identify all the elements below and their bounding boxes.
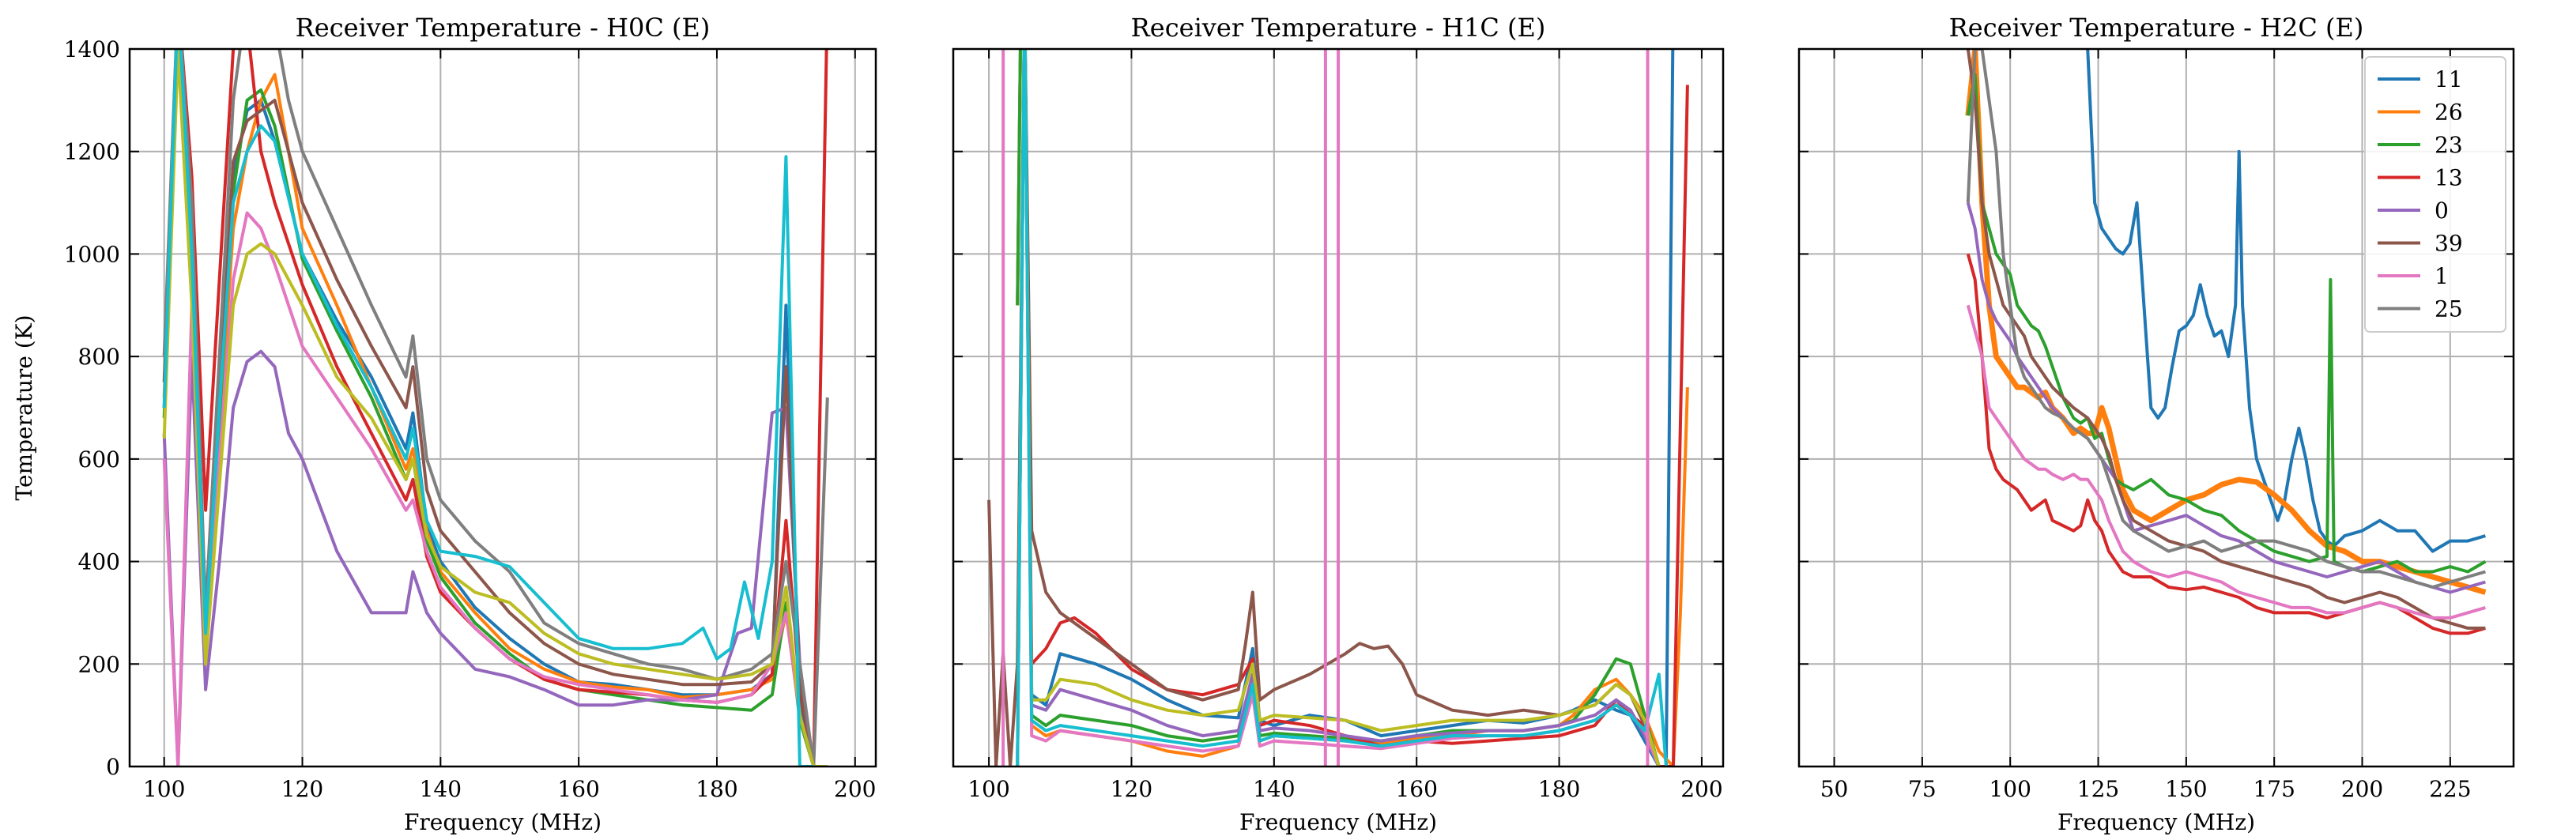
- y-axis-label: Temperature (K): [11, 315, 37, 500]
- legend-label: 13: [2435, 165, 2463, 191]
- y-tick-label: 200: [78, 651, 120, 677]
- legend-box: [2364, 56, 2506, 333]
- series-line-4: [162, 349, 816, 767]
- y-tick-label: 1200: [64, 139, 120, 165]
- legend-label: 11: [2435, 66, 2463, 92]
- y-tick-label: 1400: [64, 36, 120, 62]
- chart-title: Receiver Temperature - H2C (E): [1949, 13, 2364, 43]
- chart-title: Receiver Temperature - H1C (E): [1131, 13, 1546, 43]
- series-line-8: [162, 49, 828, 767]
- plot-frame: [952, 47, 1725, 768]
- x-tick-label: 180: [1538, 776, 1580, 802]
- x-tick-label: 225: [2429, 776, 2471, 802]
- series-line-1: [1966, 304, 2486, 620]
- legend-label: 39: [2435, 231, 2463, 257]
- series-line-4: [1016, 49, 1661, 767]
- y-tick-label: 800: [78, 344, 120, 370]
- legend-label: 23: [2435, 132, 2463, 158]
- x-tick-label: 175: [2253, 776, 2295, 802]
- x-tick-label: 200: [1680, 776, 1722, 802]
- plot-frame: [128, 47, 877, 768]
- x-tick-label: 160: [557, 776, 599, 802]
- series-line-2: [162, 49, 828, 767]
- chart-panel-h1c: 100 120 140 160 180 200 Receiver Temperature -…: [952, 13, 1725, 835]
- legend-label: 26: [2435, 100, 2463, 126]
- series-line-25: [1966, 49, 2486, 589]
- series-line-7: [162, 49, 829, 767]
- y-tick-label: 600: [78, 446, 120, 473]
- series-line-11: [2086, 49, 2486, 553]
- plot-frame: [1797, 47, 2515, 768]
- legend: 11 26 23 13 0 39 1 25: [2364, 56, 2506, 333]
- x-tick-label: 200: [834, 776, 876, 802]
- chart-title: Receiver Temperature - H0C (E): [296, 13, 711, 43]
- x-axis-label: Frequency (MHz): [2057, 809, 2255, 835]
- x-tick-label: 100: [967, 776, 1009, 802]
- legend-label: 1: [2435, 263, 2449, 289]
- legend-label: 0: [2435, 198, 2449, 224]
- x-tick-label: 180: [696, 776, 737, 802]
- series-group: [1965, 49, 2487, 635]
- x-tick-label: 50: [1820, 776, 1849, 802]
- x-tick-label: 140: [1253, 776, 1295, 802]
- x-axis-label: Frequency (MHz): [1239, 809, 1437, 835]
- x-tick-label: 125: [2077, 776, 2119, 802]
- x-tick-label: 120: [1111, 776, 1152, 802]
- series-line-6: [162, 211, 816, 767]
- series-line-7: [1016, 49, 1661, 767]
- legend-label: 25: [2435, 296, 2463, 322]
- y-tick-label: 1000: [64, 241, 120, 267]
- series-line-8: [1016, 49, 1668, 767]
- series-group: [987, 49, 1689, 767]
- y-tick-label: 0: [106, 754, 120, 780]
- x-tick-label: 75: [1908, 776, 1937, 802]
- x-tick-label: 100: [1989, 776, 2031, 802]
- series-line-9: [162, 49, 814, 767]
- x-tick-label: 140: [420, 776, 462, 802]
- series-line-26: [1965, 49, 2487, 595]
- series-line-3: [1016, 49, 1689, 767]
- series-line-1: [1016, 49, 1689, 767]
- y-tick-label: 400: [78, 549, 120, 575]
- x-tick-label: 160: [1395, 776, 1437, 802]
- x-tick-label: 100: [143, 776, 185, 802]
- x-tick-label: 150: [2165, 776, 2207, 802]
- series-group: [162, 49, 829, 767]
- series-line-2: [1016, 49, 1673, 767]
- chart-panel-h0c: 100 120 140 160 180 200 0 200 400 600 800 1000 1200 1…: [11, 13, 877, 835]
- series-line-5: [162, 49, 828, 767]
- x-axis-label: Frequency (MHz): [404, 809, 602, 835]
- x-tick-label: 200: [2341, 776, 2383, 802]
- x-tick-label: 120: [281, 776, 323, 802]
- series-line-39: [1966, 49, 2486, 630]
